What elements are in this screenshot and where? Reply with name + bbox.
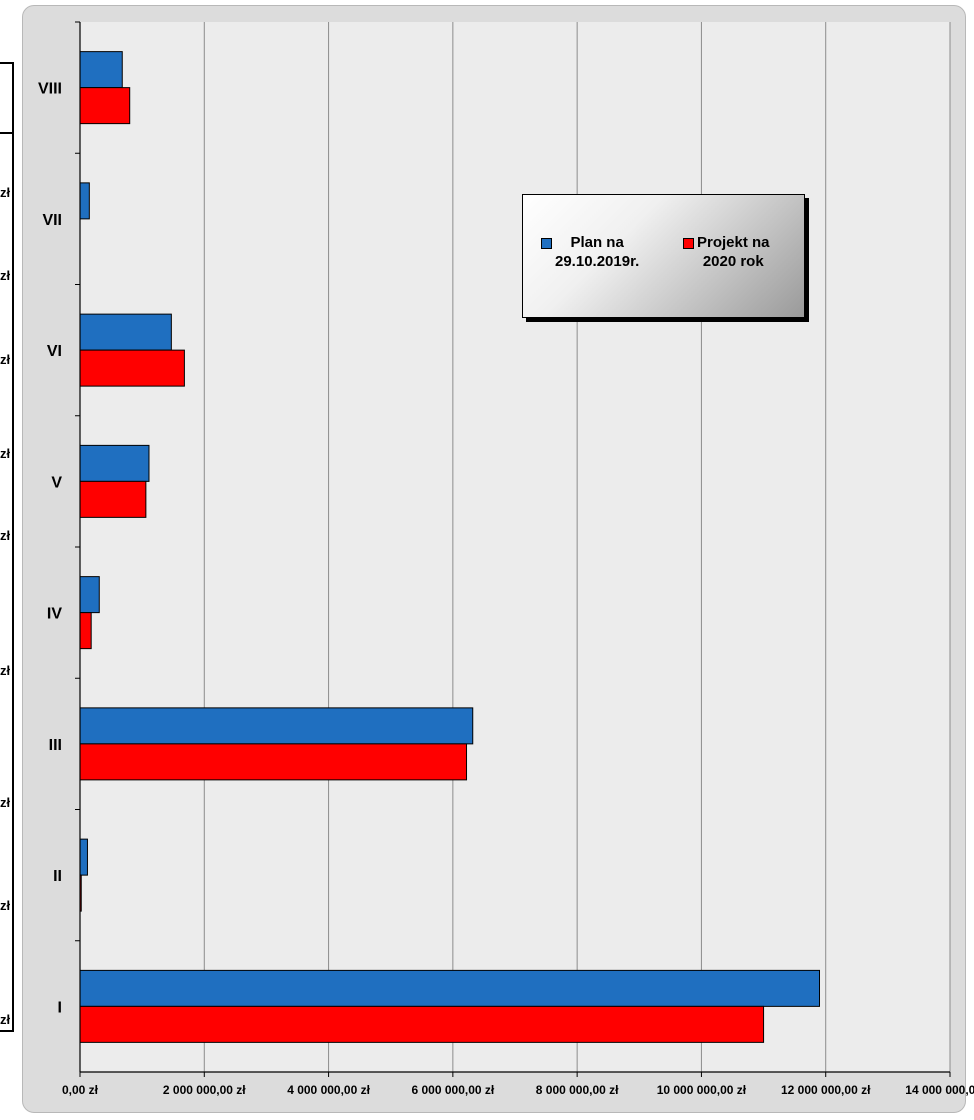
left-cropped-panel: zł zł zł zł zł zł zł zł zł — [0, 0, 24, 1120]
stub-bracket-bottom — [0, 1030, 14, 1032]
stub-bracket-mid — [0, 132, 14, 134]
legend-text-projekt: Projekt na 2020 rok — [697, 233, 770, 271]
stub-label: zł — [0, 1012, 11, 1027]
legend-projekt-line1: Projekt na — [697, 234, 770, 251]
x-tick-label: 8 000 000,00 zł — [536, 1083, 619, 1097]
bar-plan — [79, 707, 474, 745]
category-label: I — [58, 999, 62, 1016]
bar-projekt — [79, 612, 92, 650]
category-label: II — [53, 868, 62, 885]
bar-projekt — [79, 87, 131, 125]
x-tick-label: 10 000 000,00 zł — [657, 1083, 747, 1097]
x-tick-label: 12 000 000,00 zł — [781, 1083, 871, 1097]
stub-label: zł — [0, 663, 11, 678]
bar-plan — [79, 182, 90, 220]
category-label: III — [49, 737, 62, 754]
stub-label: zł — [0, 185, 11, 200]
stub-label: zł — [0, 446, 11, 461]
bar-projekt — [79, 1005, 765, 1043]
stub-label: zł — [0, 898, 11, 913]
category-label: VI — [47, 343, 62, 360]
legend-plan-line2: 29.10.2019r. — [555, 253, 640, 270]
category-label: V — [51, 474, 62, 491]
stub-bracket-top — [0, 62, 14, 64]
legend-plan-line1: Plan na — [570, 234, 624, 251]
bar-projekt — [79, 480, 147, 518]
bar-plan — [79, 313, 172, 351]
stub-label: zł — [0, 352, 11, 367]
x-tick-label: 0,00 zł — [62, 1083, 99, 1097]
legend-swatch-plan — [541, 238, 552, 249]
bar-plan — [79, 576, 100, 614]
legend-text-plan: Plan na 29.10.2019r. — [555, 233, 639, 271]
x-tick-label: 14 000 000,00 zł — [905, 1083, 974, 1097]
category-label: IV — [47, 606, 62, 623]
bar-plan — [79, 444, 150, 482]
legend-item-plan: Plan na 29.10.2019r. — [541, 233, 639, 271]
x-tick-label: 6 000 000,00 zł — [411, 1083, 494, 1097]
legend-item-projekt: Projekt na 2020 rok — [683, 233, 770, 271]
stub-bracket-top-vertical — [12, 62, 14, 132]
stub-label: zł — [0, 795, 11, 810]
stub-bracket-vertical — [12, 132, 14, 1030]
legend-swatch-projekt — [683, 238, 694, 249]
legend-projekt-line2: 2020 rok — [702, 253, 764, 270]
bar-plan — [79, 969, 820, 1007]
plot-area — [80, 22, 950, 1072]
category-label: VII — [42, 212, 62, 229]
stub-label: zł — [0, 528, 11, 543]
x-tick-label: 4 000 000,00 zł — [287, 1083, 370, 1097]
category-label: VIII — [38, 81, 62, 98]
x-tick-label: 2 000 000,00 zł — [163, 1083, 246, 1097]
chart-legend: Plan na 29.10.2019r. Projekt na 2020 rok — [522, 194, 805, 318]
bar-projekt — [79, 743, 468, 781]
bar-projekt — [79, 349, 185, 387]
bar-plan — [79, 838, 88, 876]
bar-plan — [79, 51, 123, 89]
stub-label: zł — [0, 268, 11, 283]
